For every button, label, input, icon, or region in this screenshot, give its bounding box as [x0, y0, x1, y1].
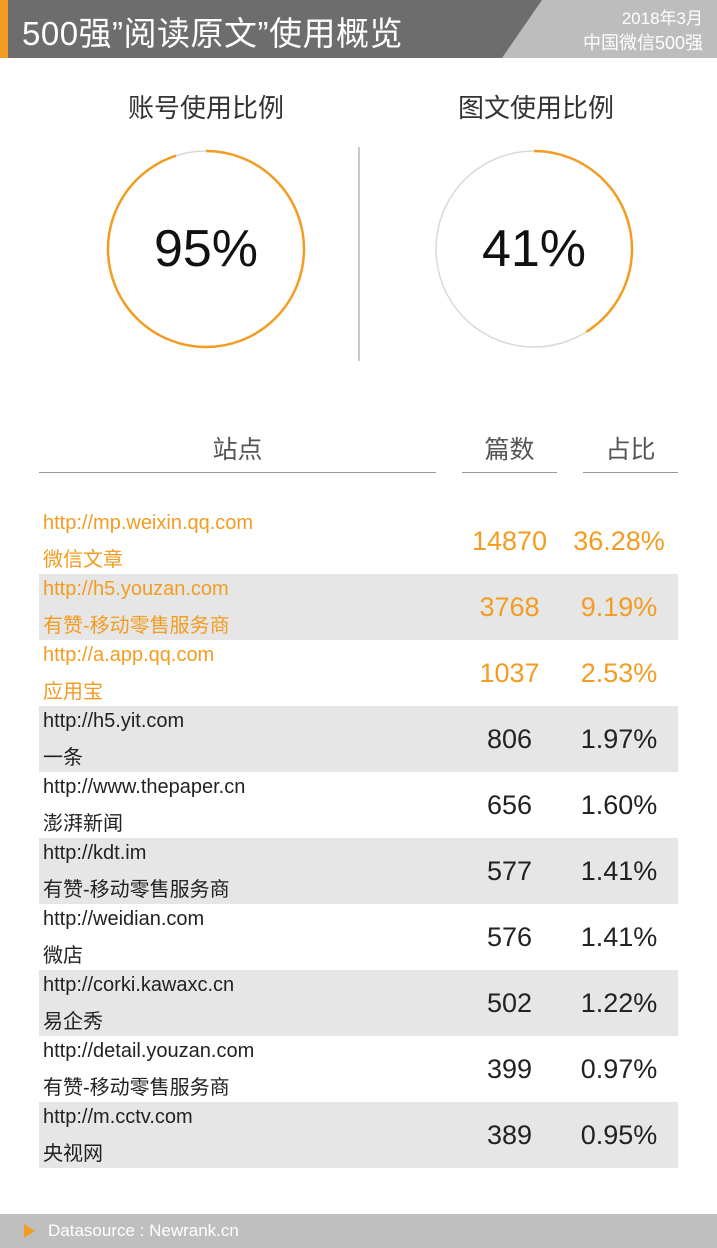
- report-date: 2018年3月: [621, 9, 703, 28]
- share-percent: 36.28%: [573, 526, 665, 556]
- ring-arc-articles: [434, 149, 634, 349]
- site-url: http://m.cctv.com: [43, 1106, 193, 1128]
- share-percent: 0.97%: [580, 1054, 658, 1084]
- table-row: http://a.app.qq.com 应用宝 1037 2.53%: [39, 640, 678, 706]
- article-count: 502: [486, 988, 533, 1018]
- data-source: Datasource : Newrank.cn: [48, 1221, 239, 1240]
- column-header-share: 占比: [605, 436, 656, 464]
- table-row: http://h5.yit.com 一条 806 1.97%: [39, 706, 678, 772]
- site-url: http://kdt.im: [43, 842, 147, 864]
- report-subtitle: 中国微信500强: [582, 33, 703, 53]
- share-percent: 9.19%: [580, 592, 658, 622]
- site-url: http://corki.kawaxc.cn: [43, 974, 235, 996]
- play-arrow-icon: [24, 1224, 35, 1238]
- ring-value-accounts: 95%: [153, 220, 259, 278]
- ring-title-articles: 图文使用比例: [457, 93, 614, 123]
- site-name: 澎湃新闻: [43, 813, 123, 835]
- article-count: 3768: [479, 592, 540, 622]
- site-name: 有赞-移动零售服务商: [43, 879, 230, 901]
- article-count: 14870: [471, 526, 548, 556]
- share-percent: 1.97%: [580, 724, 658, 754]
- table-row: http://www.thepaper.cn 澎湃新闻 656 1.60%: [39, 772, 678, 838]
- date-box: [502, 0, 717, 58]
- table-row: http://h5.youzan.com 有赞-移动零售服务商 3768 9.19%: [39, 574, 678, 640]
- header-underline-site: [39, 472, 436, 473]
- share-percent: 1.22%: [580, 988, 658, 1018]
- vertical-divider: [358, 147, 360, 361]
- site-url: http://detail.youzan.com: [43, 1040, 255, 1062]
- share-percent: 2.53%: [580, 658, 658, 688]
- share-percent: 1.60%: [580, 790, 658, 820]
- site-name: 易企秀: [43, 1011, 103, 1033]
- table-row: http://m.cctv.com 央视网 389 0.95%: [39, 1102, 678, 1168]
- article-count: 389: [486, 1120, 533, 1150]
- site-url: http://h5.yit.com: [43, 710, 185, 732]
- article-count: 577: [486, 856, 533, 886]
- header-underline-share: [583, 472, 678, 473]
- header-underline-count: [462, 472, 557, 473]
- table-row: http://kdt.im 有赞-移动零售服务商 577 1.41%: [39, 838, 678, 904]
- site-name: 应用宝: [43, 681, 103, 703]
- site-name: 有赞-移动零售服务商: [43, 615, 230, 637]
- column-header-site: 站点: [212, 436, 263, 464]
- article-count: 806: [486, 724, 533, 754]
- table-row: http://corki.kawaxc.cn 易企秀 502 1.22%: [39, 970, 678, 1036]
- header-accent-stripe: [0, 0, 8, 58]
- header-bar: 500强”阅读原文”使用概览 2018年3月 中国微信500强: [0, 0, 717, 58]
- footer-bar: Datasource : Newrank.cn: [0, 1214, 717, 1248]
- article-count: 576: [486, 922, 533, 952]
- ring-arc-accounts: [106, 149, 306, 349]
- share-percent: 0.95%: [580, 1120, 658, 1150]
- site-name: 央视网: [43, 1143, 103, 1165]
- share-percent: 1.41%: [580, 856, 658, 886]
- ring-chart-articles: 41%: [433, 148, 635, 350]
- site-name: 有赞-移动零售服务商: [43, 1077, 230, 1099]
- site-name: 微信文章: [43, 549, 123, 571]
- table-row: http://detail.youzan.com 有赞-移动零售服务商 399 0.9…: [39, 1036, 678, 1102]
- ring-svg-accounts: [106, 149, 306, 349]
- article-count: 656: [486, 790, 533, 820]
- ring-value-articles: 41%: [481, 220, 587, 278]
- site-url: http://www.thepaper.cn: [43, 776, 246, 798]
- article-count: 1037: [479, 658, 540, 688]
- site-name: 一条: [43, 747, 83, 769]
- ring-title-accounts: 账号使用比例: [127, 93, 284, 123]
- site-url: http://h5.youzan.com: [43, 578, 229, 600]
- site-table: http://mp.weixin.qq.com 微信文章 14870 36.28% ht…: [39, 508, 678, 1168]
- page-title: 500强”阅读原文”使用概览: [22, 15, 404, 52]
- column-header-count: 篇数: [484, 436, 535, 464]
- ring-chart-accounts: 95%: [105, 148, 307, 350]
- article-count: 399: [486, 1054, 533, 1084]
- site-url: http://weidian.com: [43, 908, 205, 930]
- site-name: 微店: [43, 945, 83, 967]
- site-url: http://mp.weixin.qq.com: [43, 512, 254, 534]
- share-percent: 1.41%: [580, 922, 658, 952]
- table-row: http://weidian.com 微店 576 1.41%: [39, 904, 678, 970]
- site-url: http://a.app.qq.com: [43, 644, 215, 666]
- ring-svg-articles: [434, 149, 634, 349]
- table-row: http://mp.weixin.qq.com 微信文章 14870 36.28%: [39, 508, 678, 574]
